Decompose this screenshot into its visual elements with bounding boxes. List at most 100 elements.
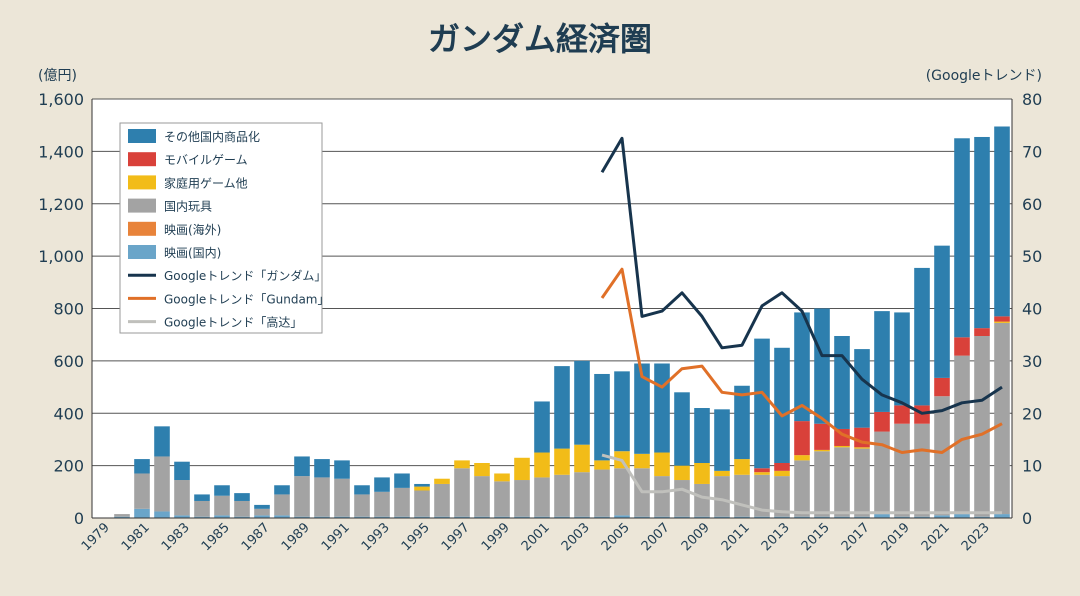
x-tick-label: 2009 xyxy=(679,520,713,554)
bar-segment xyxy=(874,514,890,518)
bar-segment xyxy=(554,366,570,449)
bar-segment xyxy=(434,483,450,517)
legend-label: モバイルゲーム xyxy=(164,153,248,167)
bar-segment xyxy=(294,456,310,477)
bar-segment xyxy=(654,476,670,517)
x-tick-label: 2007 xyxy=(639,520,673,554)
bar-segment xyxy=(634,363,650,454)
bar-segment xyxy=(414,516,430,518)
bar-segment xyxy=(234,493,250,501)
bar-segment xyxy=(934,377,950,397)
bar-segment xyxy=(494,473,510,482)
left-tick-label: 400 xyxy=(53,404,84,423)
bar-segment xyxy=(814,516,830,518)
bar-segment xyxy=(894,405,910,424)
bar-segment xyxy=(514,480,530,517)
bar-segment xyxy=(594,460,610,470)
bar-segment xyxy=(374,477,390,492)
x-tick-label: 2023 xyxy=(959,520,993,554)
x-tick-label: 1981 xyxy=(119,520,153,554)
bar-segment xyxy=(974,136,990,329)
bar-segment xyxy=(814,308,830,424)
bar-segment xyxy=(614,515,630,518)
bar-segment xyxy=(914,516,930,518)
bar-segment xyxy=(694,463,710,484)
trend-line xyxy=(600,267,1003,454)
bar-segment xyxy=(254,508,270,516)
bar-segment xyxy=(714,409,730,471)
bar-segment xyxy=(794,312,810,422)
bar-segment xyxy=(894,312,910,406)
x-tick-label: 1993 xyxy=(359,520,393,554)
bar-segment xyxy=(254,515,270,518)
bar-segment xyxy=(254,504,270,509)
bar-segment xyxy=(674,392,690,466)
bar-segment xyxy=(994,316,1010,322)
bar-segment xyxy=(734,474,750,517)
bar-segment xyxy=(494,481,510,517)
bar-segment xyxy=(874,311,890,412)
right-tick-label: 0 xyxy=(1022,509,1032,528)
bar-segment xyxy=(174,515,190,518)
bar-segment xyxy=(394,473,410,488)
legend-swatch xyxy=(128,221,156,236)
bar-segment xyxy=(634,453,650,469)
bar-segment xyxy=(134,473,150,509)
bar-segment xyxy=(674,480,690,517)
bar-segment xyxy=(834,428,850,446)
bar-segment xyxy=(594,469,610,517)
x-tick-label: 1991 xyxy=(319,520,353,554)
bar-segment xyxy=(334,460,350,479)
right-tick-label: 30 xyxy=(1022,352,1042,371)
bar-segment xyxy=(534,477,550,517)
bar-segment xyxy=(914,423,930,517)
bar-segment xyxy=(814,423,830,450)
bar-segment xyxy=(574,444,590,473)
right-tick-label: 10 xyxy=(1022,457,1042,476)
bar-segment xyxy=(294,476,310,517)
left-tick-label: 1,200 xyxy=(38,195,84,214)
x-tick-label: 2019 xyxy=(879,520,913,554)
bar-segment xyxy=(714,470,730,477)
legend-label: Googleトレンド「ガンダム」 xyxy=(164,268,326,283)
bar-segment xyxy=(974,328,990,336)
bar-segment xyxy=(794,516,810,518)
bar-segment xyxy=(554,516,570,518)
bar-segment xyxy=(354,494,370,517)
bar-segment xyxy=(194,516,210,518)
left-tick-label: 600 xyxy=(53,352,84,371)
bar-segment xyxy=(674,516,690,518)
bar-segment xyxy=(454,460,470,469)
bar-segment xyxy=(414,483,430,487)
bars-layer xyxy=(114,126,1010,518)
bar-segment xyxy=(354,485,370,495)
bar-segment xyxy=(594,516,610,518)
x-tick-label: 2021 xyxy=(919,520,953,554)
bar-segment xyxy=(934,515,950,518)
bar-segment xyxy=(374,491,390,517)
legend-label: 映画(国内) xyxy=(164,246,221,260)
x-tick-label: 2013 xyxy=(759,520,793,554)
bar-segment xyxy=(114,514,130,517)
bar-segment xyxy=(434,516,450,518)
bar-segment xyxy=(794,421,810,456)
bar-segment xyxy=(654,363,670,453)
bar-segment xyxy=(954,138,970,338)
bar-segment xyxy=(194,494,210,501)
left-axis-unit: (億円) xyxy=(38,68,77,84)
right-tick-label: 80 xyxy=(1022,90,1042,109)
bar-segment xyxy=(334,516,350,518)
bar-segment xyxy=(994,514,1010,518)
legend-label: その他国内商品化 xyxy=(164,129,260,144)
bar-segment xyxy=(474,516,490,518)
bar-segment xyxy=(854,349,870,428)
bar-segment xyxy=(994,322,1010,515)
bar-segment xyxy=(574,516,590,518)
bar-segment xyxy=(694,483,710,517)
bar-segment xyxy=(314,459,330,478)
bar-segment xyxy=(514,457,530,481)
left-tick-label: 1,000 xyxy=(38,247,84,266)
